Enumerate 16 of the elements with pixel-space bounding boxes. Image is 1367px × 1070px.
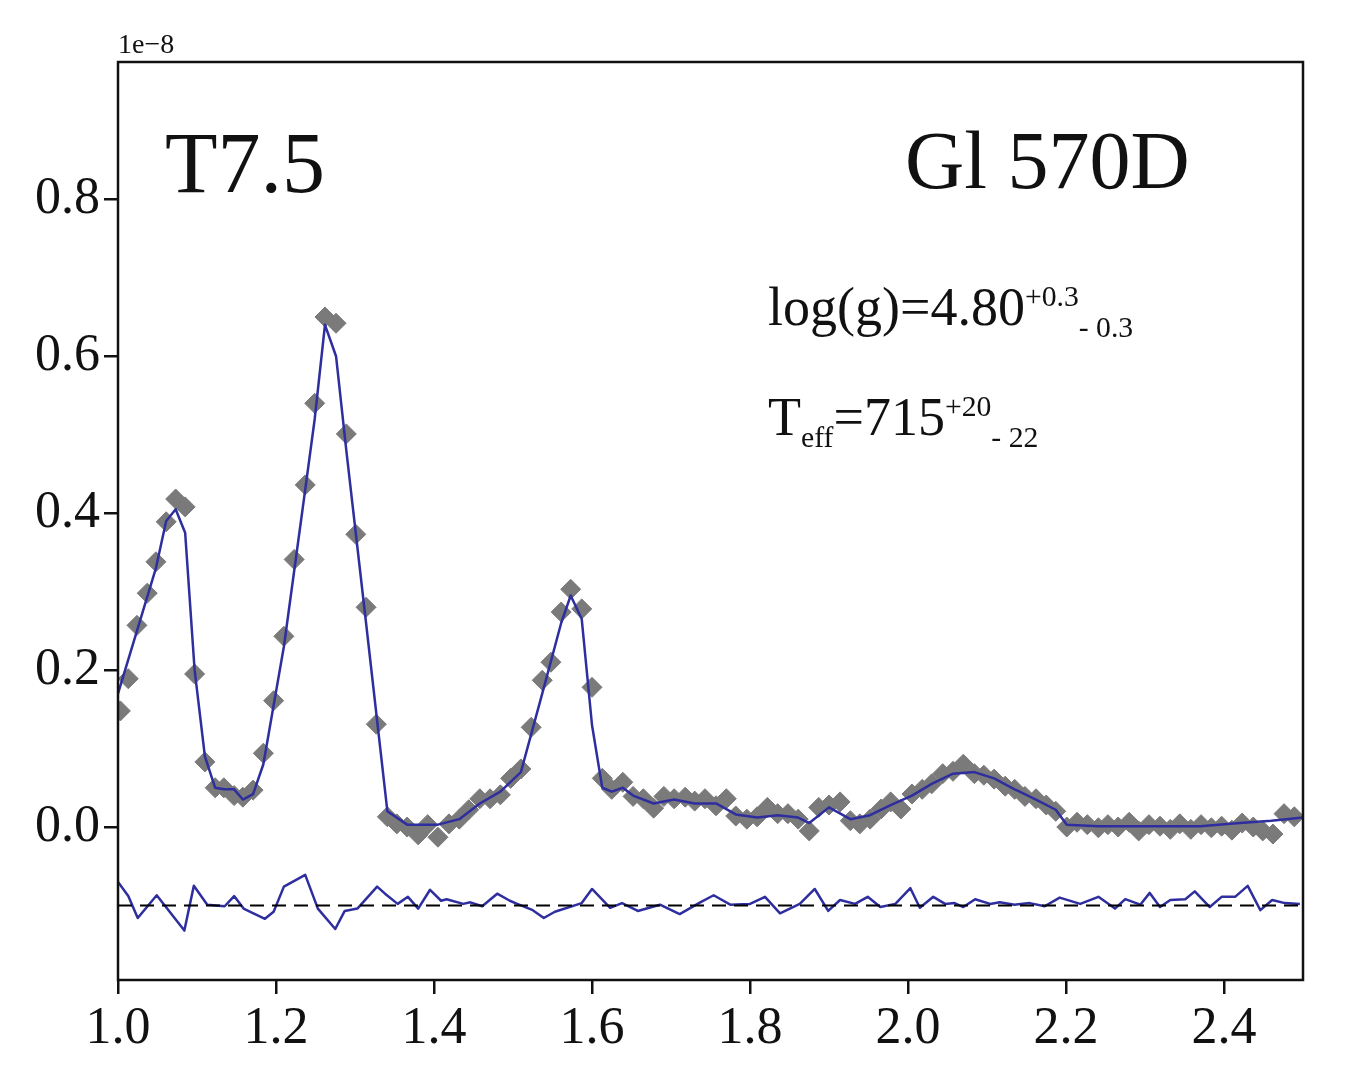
annotation: T7.5 <box>165 115 326 211</box>
y-tick-label: 0.6 <box>35 323 100 381</box>
y-tick-label: 0.8 <box>35 166 100 224</box>
text: 1e−8 <box>118 28 175 59</box>
x-tick-label: 2.4 <box>1191 996 1257 1054</box>
y-tick-label: 0.0 <box>35 794 100 852</box>
x-tick-label: 2.0 <box>875 996 941 1054</box>
x-tick-label: 1.0 <box>85 996 151 1054</box>
y-tick-label: 0.4 <box>35 480 100 538</box>
x-tick-label: 1.4 <box>401 996 467 1054</box>
annotation: Gl 570D <box>905 115 1190 206</box>
y-tick-label: 0.2 <box>35 637 100 695</box>
x-tick-label: 1.8 <box>717 996 783 1054</box>
x-tick-label: 1.2 <box>243 996 309 1054</box>
x-tick-label: 1.6 <box>559 996 625 1054</box>
x-tick-label: 2.2 <box>1033 996 1099 1054</box>
